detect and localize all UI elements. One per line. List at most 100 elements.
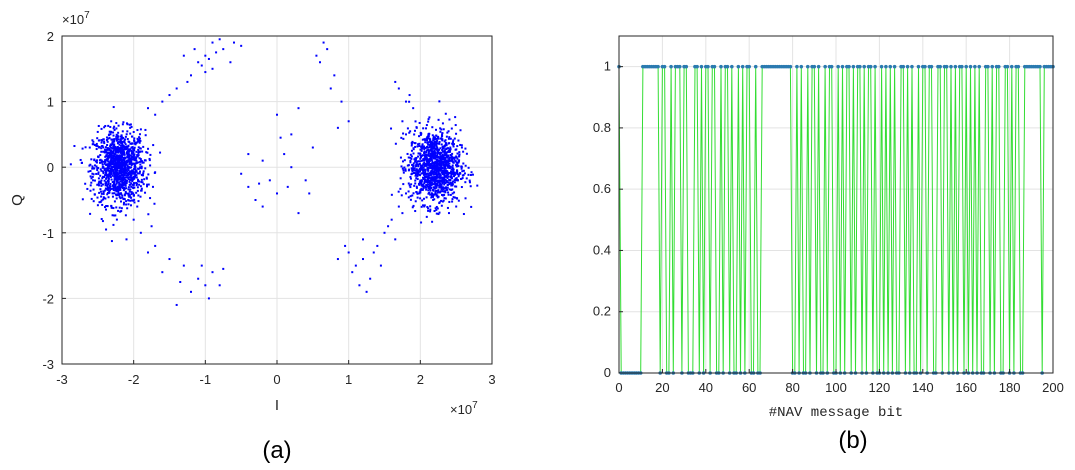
scatter-point (455, 165, 458, 168)
scatter-y-tick-label: 1 (47, 95, 54, 110)
scatter-point (464, 164, 467, 167)
scatter-point (118, 147, 121, 150)
scatter-point (110, 204, 113, 207)
scatter-point (437, 137, 440, 140)
scatter-point (454, 148, 457, 151)
scatter-point (126, 170, 129, 173)
scatter-point (435, 212, 438, 215)
scatter-point (458, 153, 461, 156)
scatter-point (446, 188, 449, 191)
scatter-point (448, 162, 451, 165)
scatter-point (456, 169, 459, 172)
scatter-point (122, 153, 125, 156)
scatter-point (430, 184, 433, 187)
scatter-point (441, 122, 444, 125)
scatter-point (416, 175, 419, 178)
scatter-point (118, 160, 121, 163)
scatter-point (124, 192, 127, 195)
scatter-point (89, 212, 92, 215)
scatter-point (101, 139, 104, 142)
scatter-point (127, 140, 130, 143)
scatter-point (90, 158, 93, 161)
scatter-point (120, 174, 123, 177)
scatter-point (159, 151, 162, 154)
nav-bit-marker (829, 64, 834, 69)
scatter-point (161, 100, 164, 103)
scatter-point (92, 173, 95, 176)
scatter-point (460, 167, 463, 170)
scatter-point (133, 139, 136, 142)
scatter-point (414, 174, 417, 177)
scatter-point (122, 184, 125, 187)
scatter-point (116, 169, 119, 172)
scatter-point (427, 146, 430, 149)
scatter-point (443, 170, 446, 173)
scatter-point (92, 188, 95, 191)
scatter-point (134, 141, 137, 144)
scatter-point (132, 158, 135, 161)
scatter-point (440, 160, 443, 163)
scatter-point (108, 162, 111, 165)
scatter-point (121, 152, 124, 155)
scatter-point (432, 135, 435, 138)
scatter-point (439, 127, 442, 130)
scatter-point (112, 161, 115, 164)
scatter-point (409, 130, 412, 133)
scatter-point (412, 192, 415, 195)
scatter-point (444, 139, 447, 142)
scatter-point (103, 142, 106, 145)
scatter-point (104, 208, 107, 211)
scatter-point (107, 134, 110, 137)
scatter-point (101, 165, 104, 168)
scatter-point (100, 192, 103, 195)
nav-bit-marker (964, 64, 968, 69)
scatter-point (431, 160, 434, 163)
scatter-point (99, 161, 102, 164)
scatter-point (112, 106, 115, 109)
scatter-point (107, 178, 110, 181)
scatter-point (117, 131, 120, 134)
scatter-point (138, 136, 141, 139)
scatter-point (109, 189, 112, 192)
scatter-point (407, 182, 410, 185)
scatter-point (109, 187, 112, 190)
scatter-point (197, 277, 200, 280)
scatter-point (120, 210, 123, 213)
scatter-point (110, 150, 113, 153)
scatter-point (106, 191, 109, 194)
scatter-point (428, 143, 431, 146)
scatter-point (121, 130, 124, 133)
scatter-point (408, 131, 411, 134)
scatter-point (121, 150, 124, 153)
scatter-point (465, 177, 468, 180)
scatter-point (132, 147, 135, 150)
nav-bit-marker (873, 64, 877, 69)
scatter-point (125, 187, 128, 190)
scatter-point (116, 148, 119, 151)
scatter-point (118, 156, 121, 159)
scatter-point (118, 193, 121, 196)
scatter-point (425, 188, 428, 191)
scatter-point (435, 180, 438, 183)
scatter-point (99, 174, 102, 177)
scatter-point (116, 180, 119, 183)
scatter-point (110, 144, 113, 147)
scatter-point (433, 209, 436, 212)
scatter-point (448, 156, 451, 159)
scatter-point (420, 205, 423, 208)
scatter-point (462, 162, 465, 165)
scatter-point (125, 160, 128, 163)
scatter-point (139, 139, 142, 142)
scatter-point (106, 147, 109, 150)
scatter-point (427, 183, 430, 186)
scatter-point (122, 186, 125, 189)
scatter-point (102, 146, 105, 149)
scatter-point (430, 187, 433, 190)
scatter-point (123, 138, 126, 141)
scatter-point (121, 159, 124, 162)
scatter-point (114, 159, 117, 162)
scatter-point (131, 180, 134, 183)
scatter-point (434, 190, 437, 193)
scatter-point (417, 155, 420, 158)
